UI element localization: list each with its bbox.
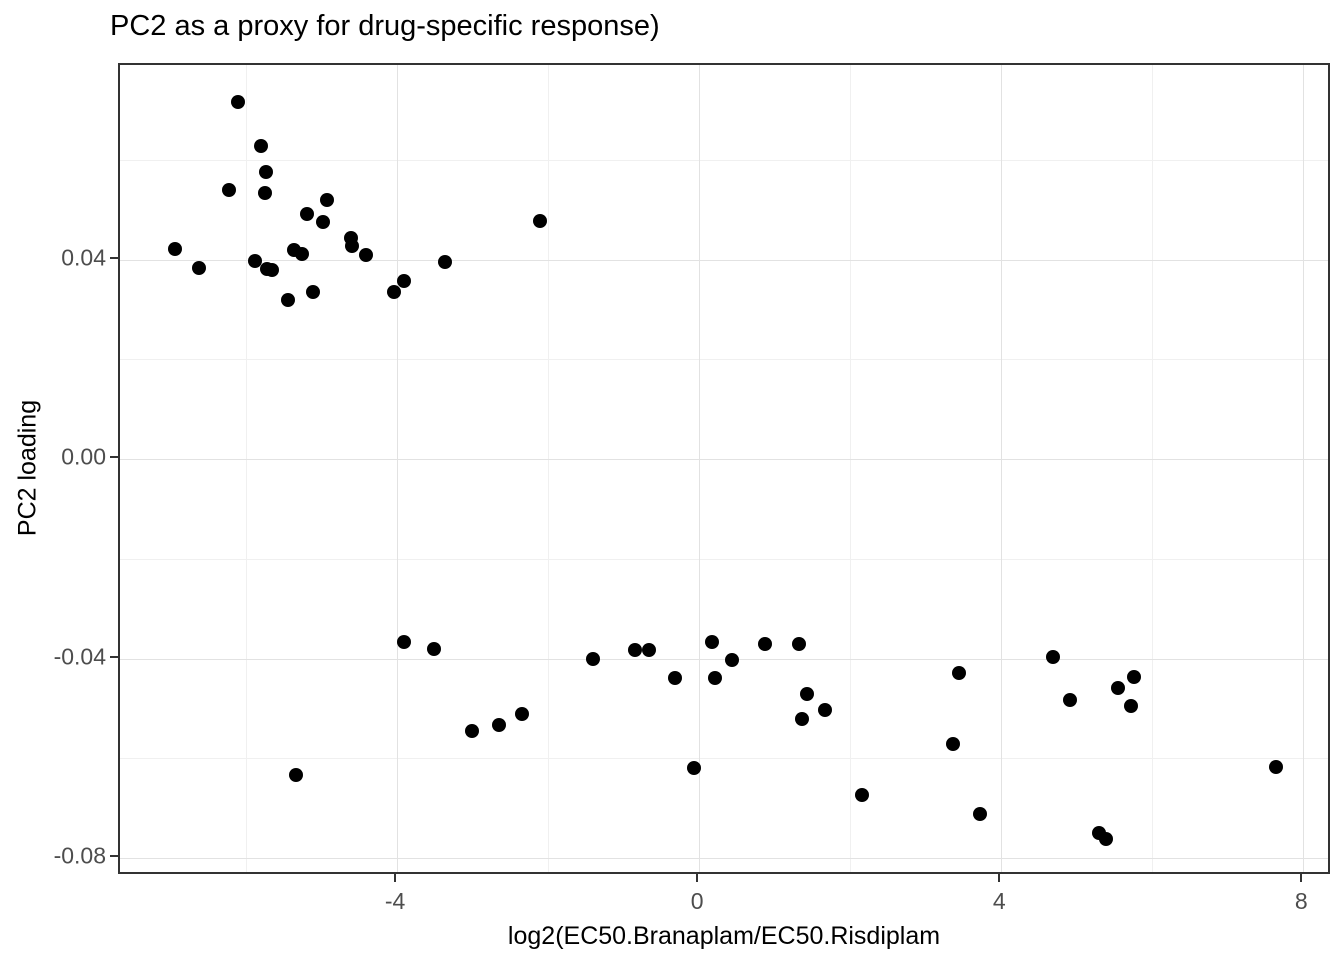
data-point <box>427 642 442 657</box>
data-point <box>817 702 832 717</box>
data-point <box>359 248 374 263</box>
data-point <box>668 670 683 685</box>
data-point <box>230 94 245 109</box>
x-tick-mark <box>998 874 1001 882</box>
data-point <box>281 292 296 307</box>
data-point <box>725 653 740 668</box>
data-point <box>1127 669 1142 684</box>
data-point <box>705 635 720 650</box>
data-point <box>492 717 507 732</box>
data-point <box>791 637 806 652</box>
gridline-x-major <box>1001 65 1003 872</box>
data-point <box>854 788 869 803</box>
data-point <box>1062 692 1077 707</box>
data-point <box>192 260 207 275</box>
data-point <box>515 706 530 721</box>
data-point <box>757 637 772 652</box>
data-point <box>794 711 809 726</box>
data-point <box>642 643 657 658</box>
data-point <box>708 670 723 685</box>
data-point <box>1099 832 1114 847</box>
x-tick-label: 8 <box>1294 888 1308 914</box>
data-point <box>168 242 183 257</box>
gridline-x-minor <box>246 65 248 872</box>
data-point <box>254 138 269 153</box>
data-point <box>1110 680 1125 695</box>
x-tick-mark <box>1300 874 1303 882</box>
gridline-y-major <box>120 459 1328 461</box>
data-point <box>257 186 272 201</box>
data-point <box>221 183 236 198</box>
gridline-y-major <box>120 858 1328 860</box>
data-point <box>628 643 642 658</box>
y-tick-label: -0.04 <box>53 643 106 670</box>
y-tick-mark <box>110 855 118 858</box>
gridline-y-major <box>120 259 1328 261</box>
data-point <box>387 284 402 299</box>
x-tick-mark <box>394 874 397 882</box>
data-point <box>248 254 263 269</box>
gridline-y-minor <box>120 159 1328 161</box>
x-tick-label: 0 <box>690 888 704 914</box>
gridline-x-major <box>1303 65 1305 872</box>
gridline-x-minor <box>1152 65 1154 872</box>
data-point <box>396 273 411 288</box>
data-point <box>973 807 988 822</box>
data-point <box>259 164 274 179</box>
y-axis-title: PC2 loading <box>13 399 42 537</box>
gridline-y-minor <box>120 758 1328 760</box>
data-point <box>396 635 411 650</box>
y-tick-mark <box>110 256 118 259</box>
x-tick-label: -4 <box>384 888 406 914</box>
gridline-x-minor <box>850 65 852 872</box>
y-tick-label: 0.00 <box>61 443 106 470</box>
data-point <box>288 768 303 783</box>
data-point <box>300 207 315 222</box>
gridline-x-major <box>699 65 701 872</box>
plot-title: PC2 as a proxy for drug-specific respons… <box>110 10 660 42</box>
data-point <box>344 239 359 254</box>
data-point <box>951 666 966 680</box>
x-tick-label: 4 <box>992 888 1006 914</box>
gridline-y-minor <box>120 558 1328 560</box>
gridline-x-major <box>397 65 399 872</box>
data-point <box>586 652 601 667</box>
x-axis-title: log2(EC50.Branaplam/EC50.Risdiplam <box>507 922 941 950</box>
data-point <box>316 215 331 230</box>
y-tick-mark <box>110 655 118 658</box>
data-point <box>1124 698 1139 713</box>
data-point <box>438 255 453 269</box>
gridline-y-minor <box>120 359 1328 361</box>
y-tick-mark <box>110 456 118 459</box>
data-point <box>464 723 479 738</box>
gridline-x-minor <box>548 65 550 872</box>
data-point <box>294 247 309 262</box>
data-point <box>532 214 547 229</box>
y-tick-label: -0.08 <box>53 842 106 869</box>
data-point <box>264 262 279 277</box>
plot-panel <box>118 63 1330 874</box>
y-tick-label: 0.04 <box>61 244 106 271</box>
data-point <box>1046 650 1061 665</box>
x-tick-mark <box>696 874 699 882</box>
data-point <box>945 736 960 751</box>
data-point <box>686 761 701 776</box>
data-point <box>319 193 334 208</box>
data-point <box>1269 760 1284 775</box>
gridline-y-major <box>120 658 1328 660</box>
data-point <box>306 284 321 299</box>
data-point <box>800 686 815 701</box>
